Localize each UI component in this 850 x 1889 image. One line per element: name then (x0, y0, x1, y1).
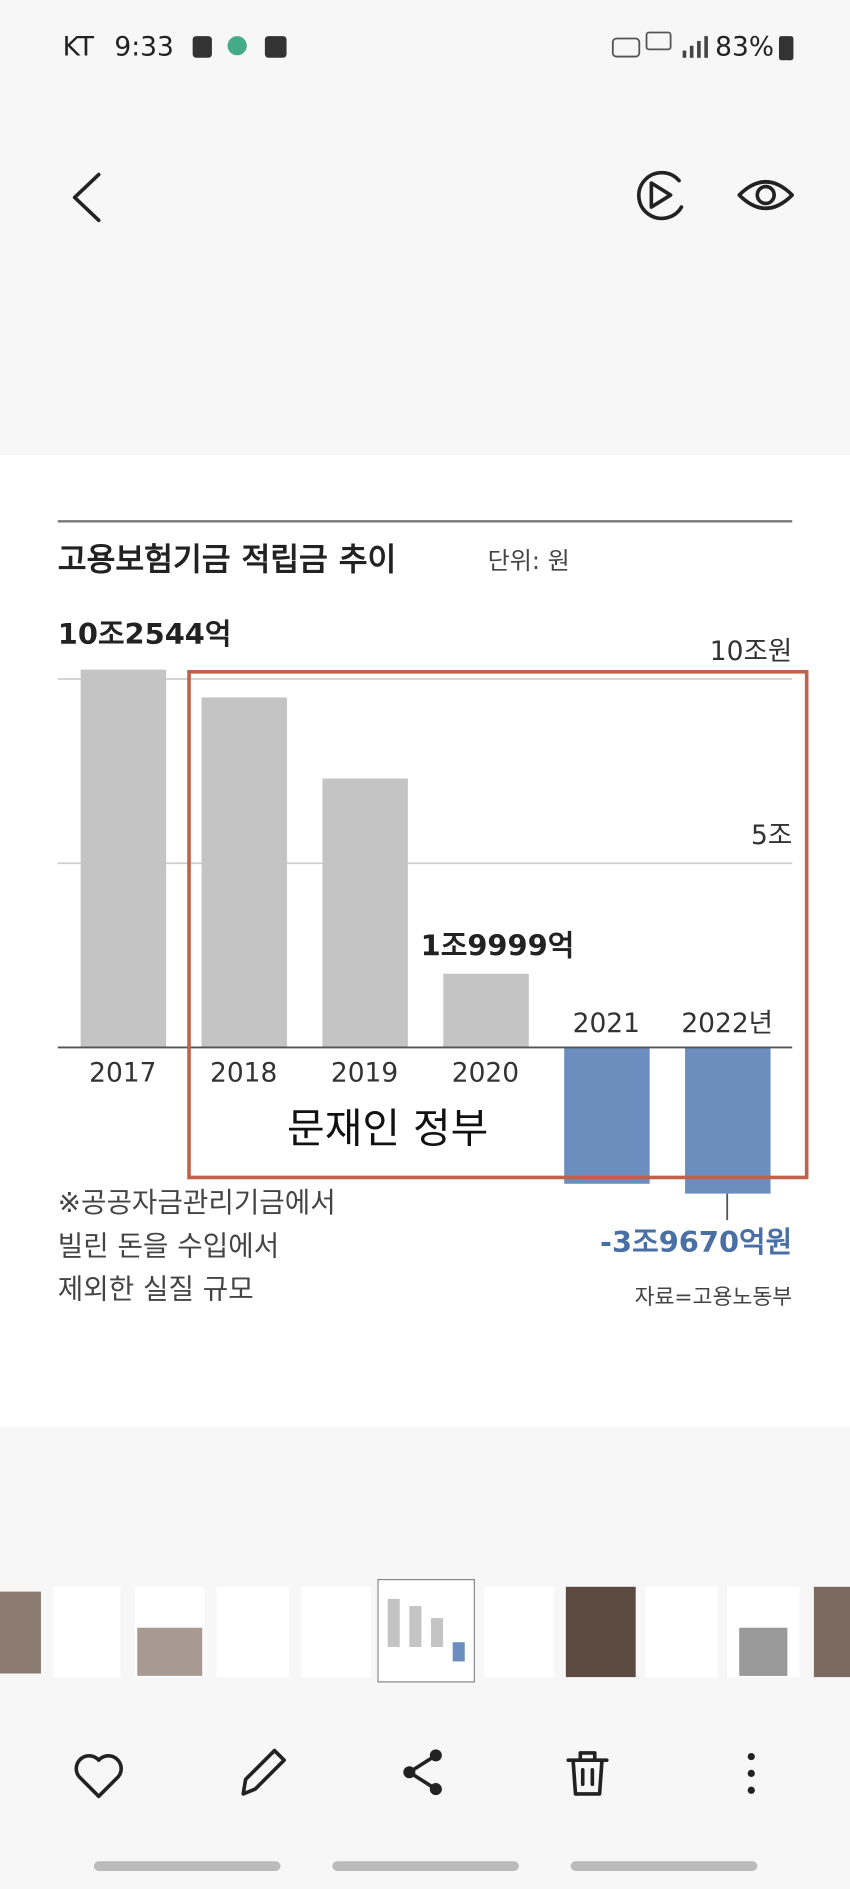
more-button[interactable] (747, 1752, 755, 1794)
battery-level: 83% (715, 32, 774, 63)
chart-title: 고용보험기금 적립금 추이 (58, 542, 397, 578)
y-tick-label: 5조 (751, 820, 792, 851)
footnote: ※공공자금관리기금에서 (58, 1186, 336, 1219)
value-label: 10조2544억 (58, 617, 232, 651)
x-tick-label: 2019 (331, 1057, 398, 1088)
bar (322, 778, 408, 1048)
source: 자료=고용노동부 (635, 1285, 793, 1310)
y-tick-label: 10조원 (710, 636, 792, 667)
delete-button[interactable] (566, 1751, 609, 1796)
back-button[interactable] (72, 172, 101, 223)
footnote: 빌린 돈을 수입에서 (58, 1229, 279, 1262)
x-tick-label: 2020 (452, 1057, 519, 1088)
status-icons (192, 31, 708, 58)
x-tick-label: 2021 (573, 1008, 640, 1039)
edit-button[interactable] (241, 1748, 286, 1796)
highlight-box (187, 669, 809, 1180)
x-tick-label: 2018 (210, 1057, 277, 1088)
favorite-button[interactable] (74, 1754, 123, 1799)
bar (564, 1047, 650, 1184)
clock: 9:33 (114, 32, 173, 63)
chart: 고용보험기금 적립금 추이 단위: 원 문재인 정부 자료=고용노동부 5조 10… (58, 520, 809, 1310)
thumbnail-strip[interactable] (0, 1578, 850, 1683)
bar (443, 973, 529, 1048)
bar (685, 1047, 771, 1194)
view-button[interactable] (737, 180, 795, 210)
share-button[interactable] (403, 1749, 442, 1796)
box-label: 문재인 정부 (287, 1105, 488, 1153)
footnote: 제외한 실질 규모 (58, 1273, 254, 1306)
value-label: 1조9999억 (421, 928, 575, 962)
x-tick-label: 2022년 (681, 1008, 773, 1039)
carrier: KT (63, 32, 95, 63)
value-label: -3조9670억원 (600, 1225, 792, 1259)
motion-play-button[interactable] (637, 170, 684, 221)
x-tick-label: 2017 (89, 1057, 156, 1088)
unit-label: 단위: 원 (488, 547, 570, 575)
nav-bar (93, 1861, 758, 1871)
bar (201, 697, 288, 1048)
battery-icon (778, 36, 794, 61)
bar (80, 669, 167, 1048)
